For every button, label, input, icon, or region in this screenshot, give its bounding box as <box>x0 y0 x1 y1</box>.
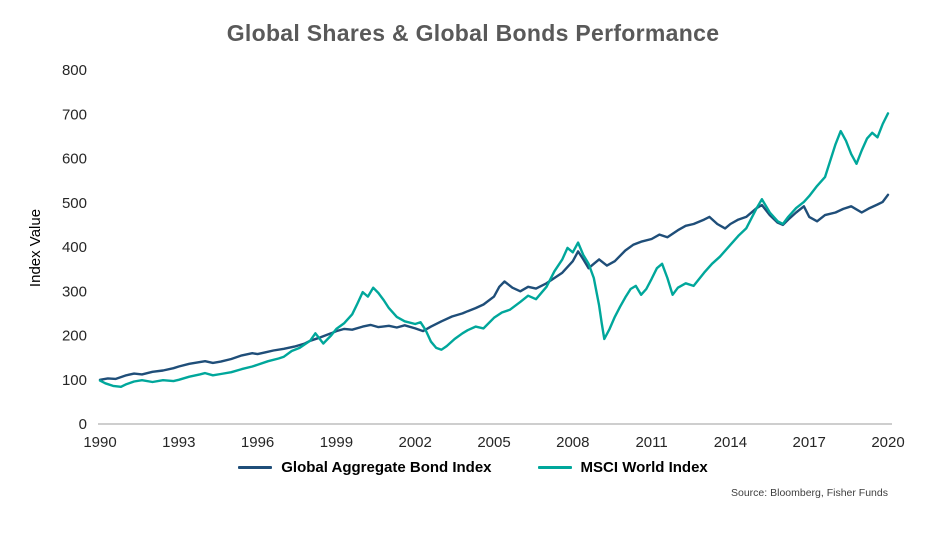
y-tick-label: 400 <box>62 239 87 256</box>
legend-label-msci-index: MSCI World Index <box>580 459 708 476</box>
bond-line-swatch-icon <box>238 466 273 469</box>
x-tick-label: 2011 <box>635 434 667 451</box>
x-tick-label: 1990 <box>83 434 116 451</box>
msci-line-swatch-icon <box>537 466 572 469</box>
y-tick-label: 500 <box>62 195 87 212</box>
y-tick-label: 300 <box>62 283 87 300</box>
source-note: Source: Bloomberg, Fisher Funds <box>731 487 888 499</box>
x-tick-label: 2008 <box>556 434 589 451</box>
x-tick-label: 2002 <box>399 434 432 451</box>
legend-label-bond-index: Global Aggregate Bond Index <box>281 459 492 476</box>
chart-title: Global Shares & Global Bonds Performance <box>226 20 720 46</box>
y-tick-label: 200 <box>62 328 87 345</box>
x-tick-label: 1999 <box>320 434 353 451</box>
x-tick-label: 2017 <box>793 434 826 451</box>
legend: Global Aggregate Bond Index MSCI World I… <box>0 459 946 476</box>
series-line-1 <box>98 112 890 388</box>
x-tick-label: 2005 <box>477 434 510 451</box>
x-tick-label: 2020 <box>871 434 904 451</box>
x-tick-label: 2014 <box>714 434 747 451</box>
y-tick-label: 600 <box>62 151 87 168</box>
y-tick-label: 700 <box>62 106 87 123</box>
legend-item-msci-index: MSCI World Index <box>537 459 708 476</box>
legend-item-bond-index: Global Aggregate Bond Index <box>238 459 492 476</box>
series-line-0 <box>98 193 890 381</box>
y-axis-title: Index Value <box>27 209 44 287</box>
x-tick-label: 1996 <box>241 434 274 451</box>
y-tick-label: 800 <box>62 62 87 79</box>
x-tick-label: 1993 <box>162 434 195 451</box>
y-tick-label: 0 <box>79 416 87 433</box>
y-tick-label: 100 <box>62 372 87 389</box>
